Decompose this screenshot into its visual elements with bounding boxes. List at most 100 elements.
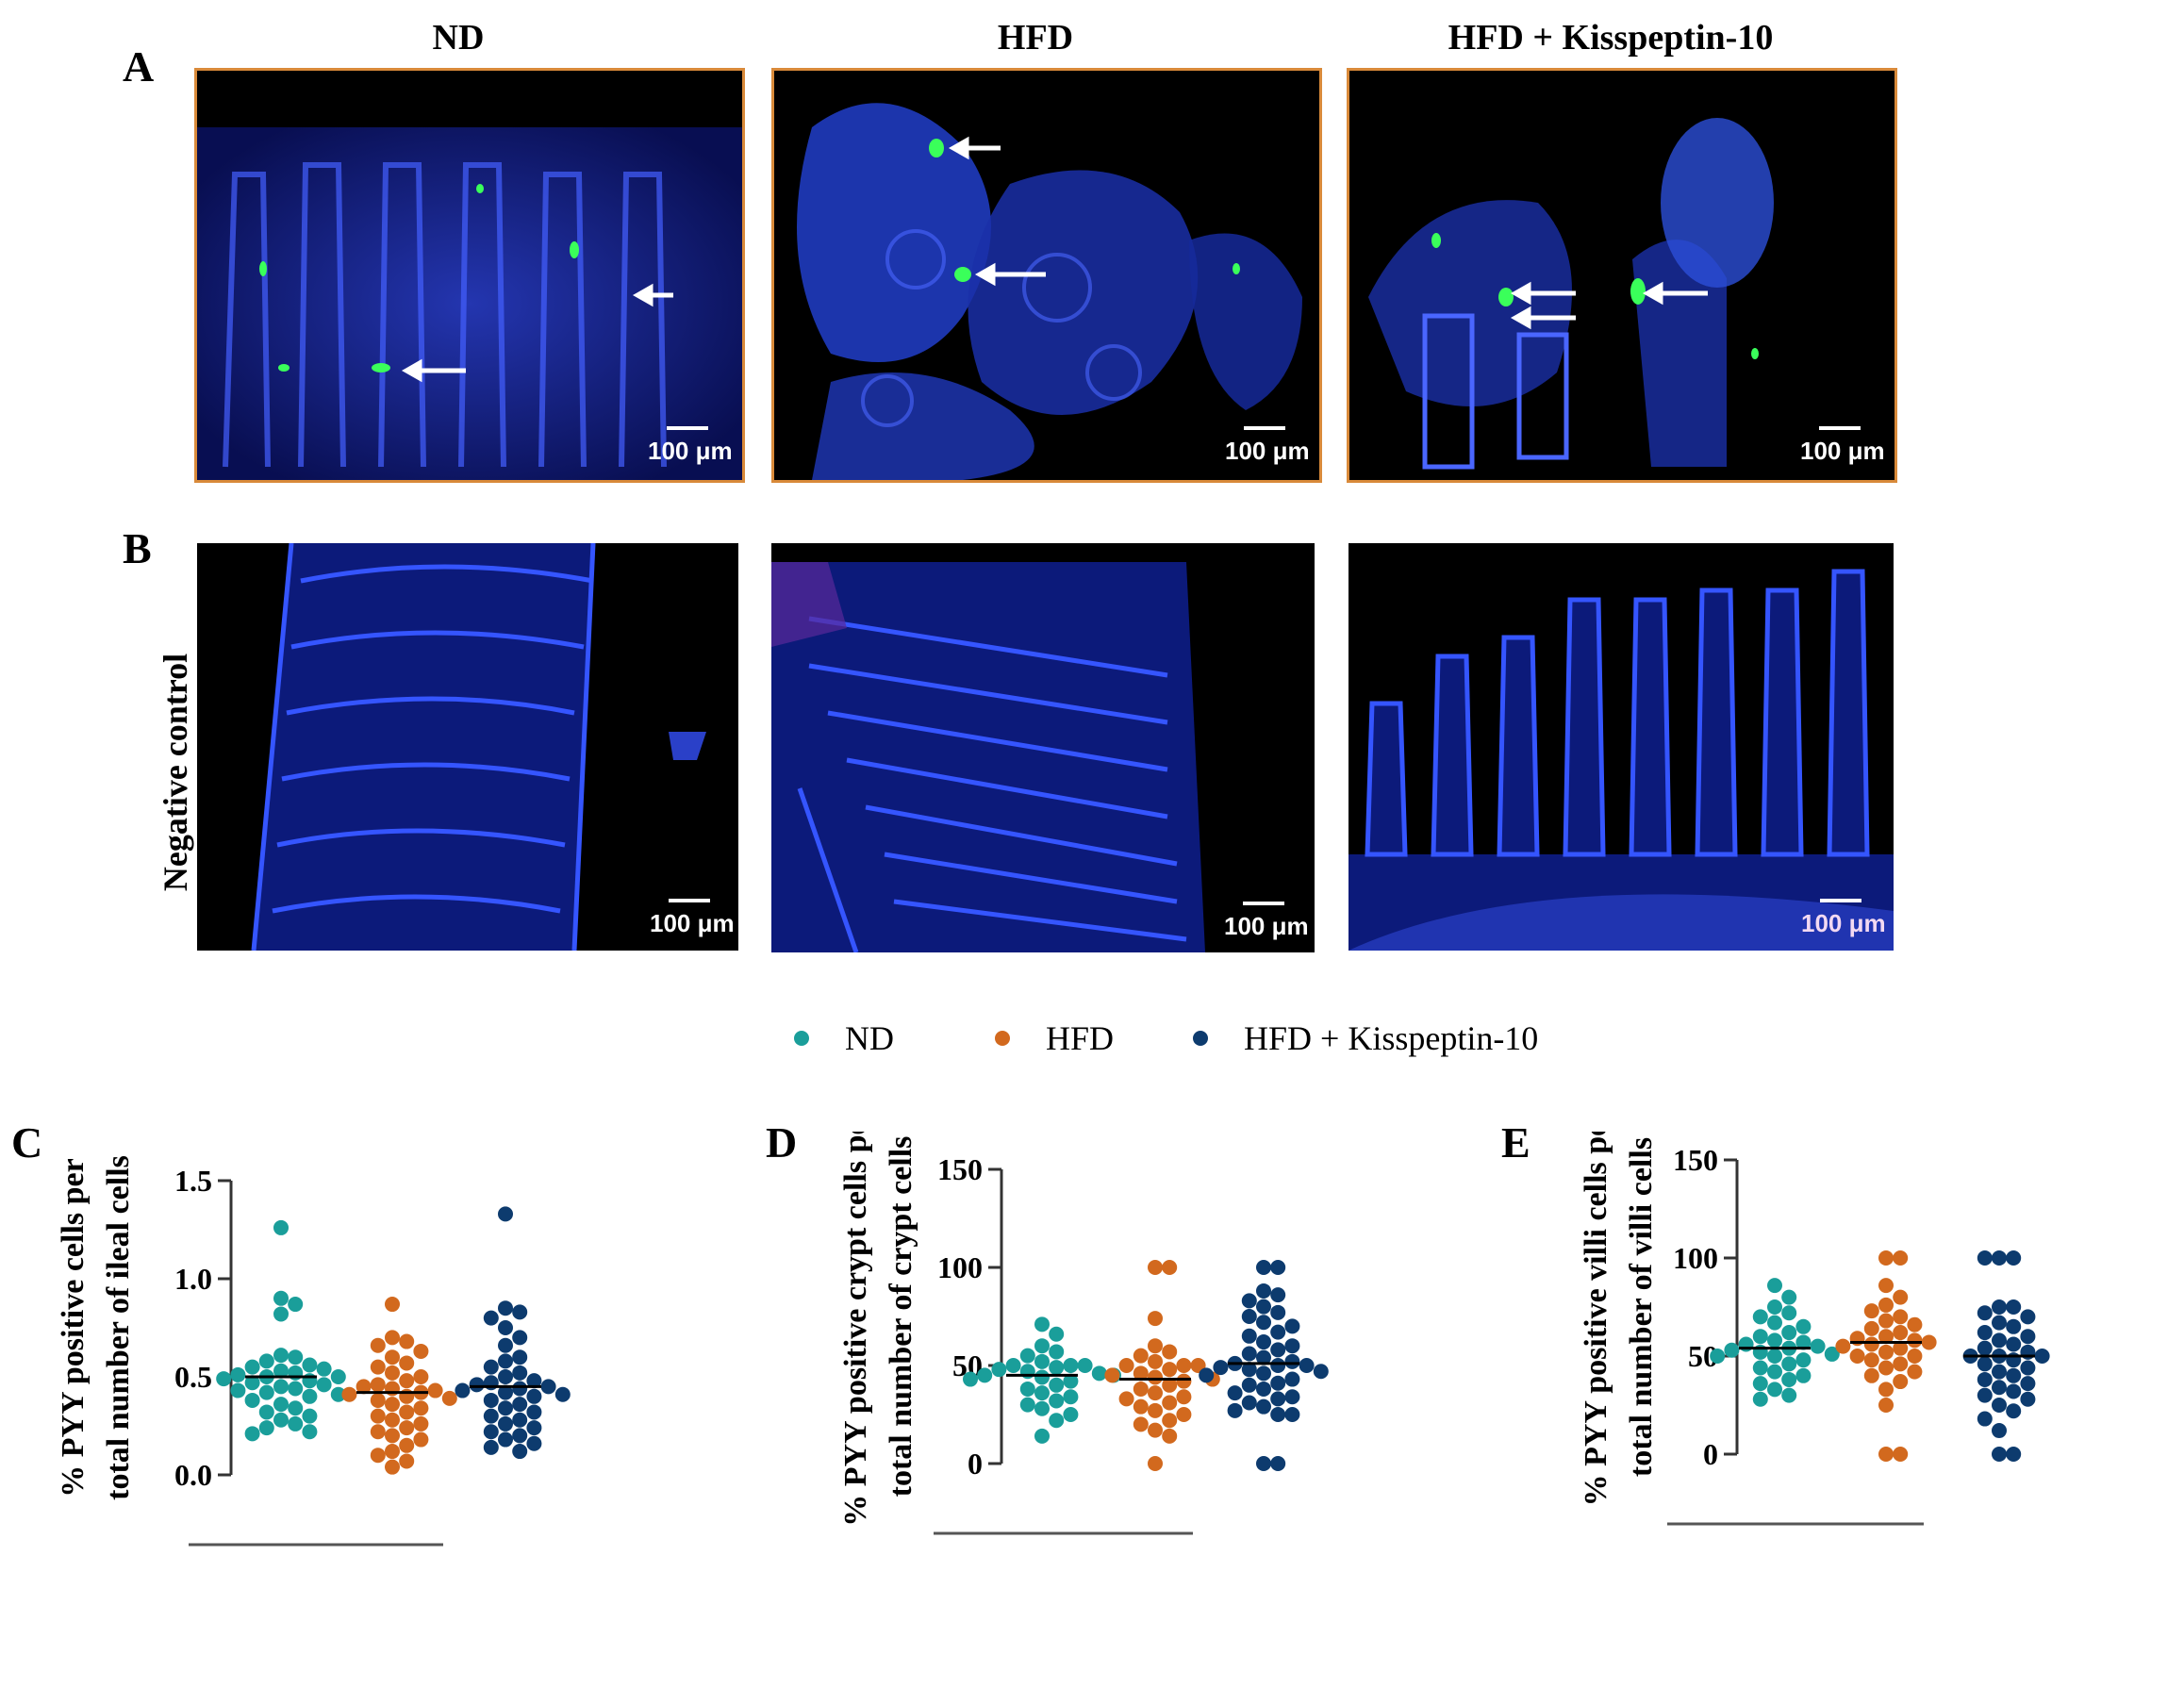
data-point <box>526 1420 542 1436</box>
data-point <box>1270 1456 1286 1471</box>
data-point <box>1284 1389 1300 1405</box>
data-point <box>2006 1447 2022 1462</box>
data-point <box>1148 1385 1163 1401</box>
data-point <box>1767 1299 1782 1315</box>
data-point <box>1907 1316 1923 1332</box>
data-point <box>1241 1395 1257 1411</box>
data-point <box>302 1424 318 1440</box>
data-point <box>1063 1358 1079 1373</box>
data-point <box>512 1444 528 1460</box>
data-point <box>399 1404 415 1420</box>
data-point <box>1878 1360 1894 1376</box>
data-point <box>370 1377 386 1393</box>
data-point <box>302 1388 318 1404</box>
data-point <box>1893 1289 1909 1305</box>
data-point <box>1781 1289 1797 1305</box>
scale-bar <box>1820 899 1861 902</box>
legend-item-nd: ND <box>794 1018 894 1058</box>
panel-label-d: D <box>766 1118 798 1167</box>
data-point <box>273 1348 289 1364</box>
panel-label-a: A <box>123 42 155 91</box>
data-point <box>1992 1380 2007 1396</box>
data-point <box>1176 1407 1192 1422</box>
data-point <box>1034 1316 1050 1332</box>
data-point <box>1034 1369 1050 1385</box>
data-point <box>302 1357 318 1373</box>
data-point <box>273 1306 289 1322</box>
data-point <box>455 1382 471 1398</box>
data-point <box>258 1404 274 1420</box>
data-point <box>1176 1389 1192 1405</box>
data-point <box>1162 1344 1178 1360</box>
data-point <box>2020 1360 2036 1376</box>
negative-control-label: Negative control <box>157 653 194 892</box>
data-point <box>1795 1334 1812 1350</box>
data-point <box>1241 1328 1257 1344</box>
legend-item-hfd-kisspeptin: HFD + Kisspeptin-10 <box>1193 1018 1538 1058</box>
data-point <box>1256 1334 1271 1350</box>
column-title-nd: ND <box>432 18 485 58</box>
panel-label-b: B <box>123 524 152 572</box>
data-point <box>1034 1338 1050 1354</box>
data-point <box>1767 1349 1782 1364</box>
data-point <box>1284 1371 1300 1387</box>
data-point <box>1284 1338 1300 1354</box>
data-point <box>1227 1402 1243 1418</box>
data-point <box>526 1404 542 1420</box>
data-point <box>413 1431 429 1448</box>
data-point <box>413 1400 429 1416</box>
data-point <box>1019 1348 1035 1364</box>
data-point <box>1077 1358 1093 1373</box>
data-point <box>1256 1283 1271 1299</box>
data-point <box>1977 1325 1993 1341</box>
data-point <box>512 1381 528 1397</box>
data-point <box>1863 1367 1879 1383</box>
data-point <box>498 1400 513 1416</box>
data-point <box>1907 1332 1923 1349</box>
data-point <box>1863 1336 1879 1352</box>
legend-dot-nd <box>794 1031 809 1046</box>
data-point <box>370 1448 386 1464</box>
data-point <box>2006 1318 2022 1334</box>
data-point <box>441 1390 457 1406</box>
data-point <box>1049 1413 1065 1429</box>
data-point <box>1781 1387 1797 1403</box>
data-point <box>512 1412 528 1428</box>
data-point <box>1863 1303 1879 1319</box>
data-point <box>1849 1349 1865 1364</box>
legend-label: HFD + Kisspeptin-10 <box>1244 1019 1539 1057</box>
data-point <box>1907 1364 1923 1380</box>
data-point <box>288 1381 304 1397</box>
data-point <box>1148 1456 1163 1471</box>
data-point <box>1133 1365 1149 1382</box>
data-point <box>1752 1391 1768 1407</box>
data-point <box>1878 1344 1894 1360</box>
data-point <box>1767 1315 1782 1331</box>
data-point <box>483 1359 499 1375</box>
data-point <box>1863 1352 1879 1368</box>
data-point <box>1049 1377 1065 1393</box>
y-tick-label: 0 <box>1703 1437 1718 1471</box>
data-point <box>1284 1353 1300 1369</box>
data-point <box>512 1349 528 1365</box>
scale-label: 100 μm <box>648 437 733 465</box>
data-point <box>1148 1369 1163 1385</box>
data-point <box>1227 1385 1243 1401</box>
data-point <box>216 1371 232 1387</box>
data-point <box>1133 1416 1149 1432</box>
data-point <box>1256 1349 1271 1365</box>
data-point <box>1176 1358 1192 1373</box>
data-point <box>483 1310 499 1326</box>
data-point <box>273 1363 289 1379</box>
data-point <box>273 1379 289 1395</box>
data-point <box>1270 1358 1286 1373</box>
data-point <box>1270 1407 1286 1422</box>
data-point <box>512 1365 528 1381</box>
data-point <box>2006 1367 2022 1383</box>
data-point <box>498 1415 513 1431</box>
data-point <box>1767 1332 1782 1349</box>
data-point <box>2020 1391 2036 1407</box>
data-point <box>244 1426 260 1442</box>
data-point <box>1795 1367 1812 1383</box>
data-point <box>1241 1377 1257 1393</box>
